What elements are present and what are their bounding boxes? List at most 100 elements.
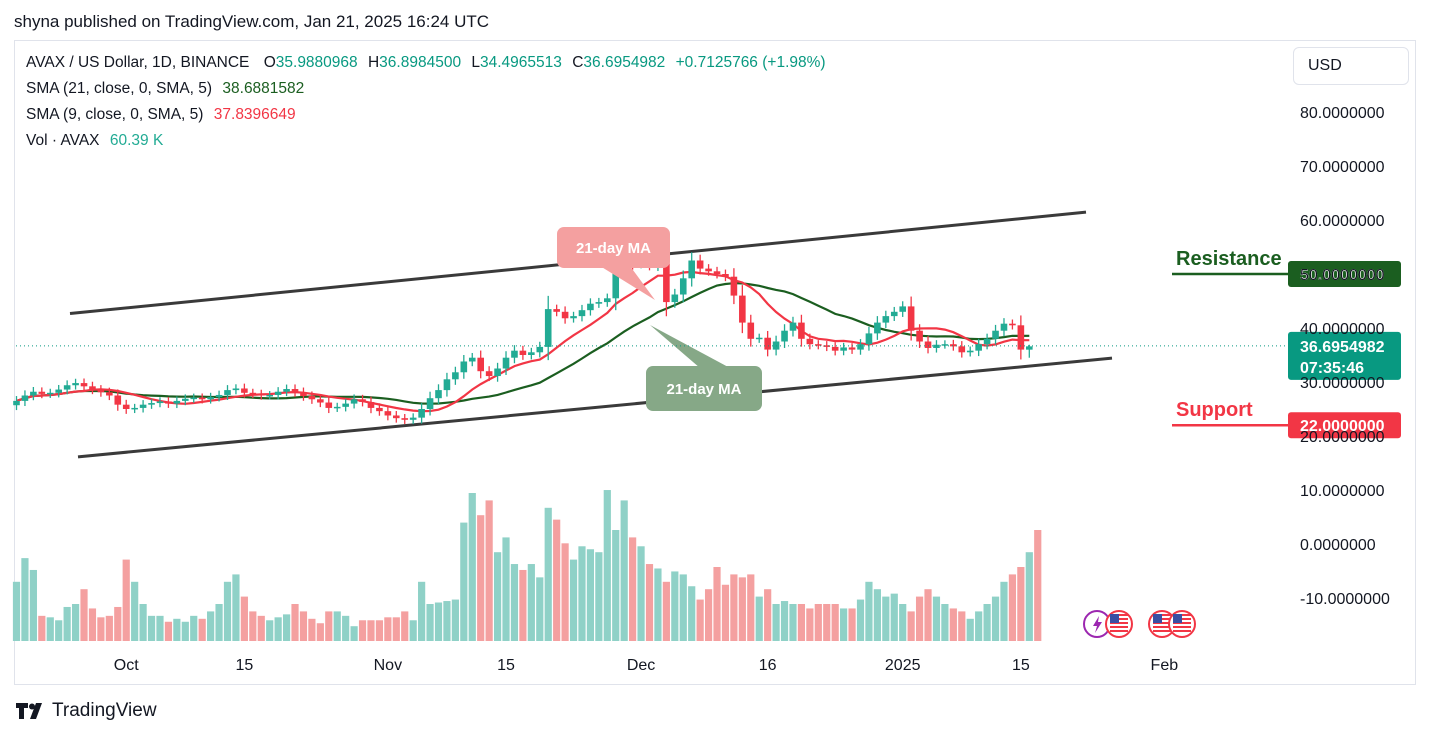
tradingview-logo[interactable]: TradingView (16, 700, 157, 722)
candle-body (848, 347, 856, 350)
volume-bar (63, 606, 71, 641)
volume-bar (764, 589, 772, 641)
candle-body (688, 260, 695, 279)
event-flag-icon[interactable] (1168, 610, 1196, 638)
candle-body (426, 398, 434, 409)
candle-body (384, 411, 392, 416)
volume-bar (426, 604, 434, 641)
volume-bar (266, 620, 274, 641)
candle-body (215, 394, 223, 398)
volume-bar (88, 608, 97, 641)
candle-body (561, 311, 569, 319)
candle-body (359, 399, 366, 402)
candle-body (232, 388, 240, 391)
candle-body (1009, 323, 1016, 326)
candle-body (781, 330, 788, 342)
volume-bar (612, 530, 620, 641)
volume-bar (789, 604, 797, 641)
volume-bar (190, 615, 198, 641)
candle-body (165, 401, 172, 404)
volume-bar (21, 558, 29, 641)
candle-body (38, 391, 46, 394)
volume-bar (806, 608, 814, 641)
candle-body (755, 337, 763, 340)
volume-bar (97, 617, 105, 641)
volume-bar (164, 621, 173, 641)
volume-bar (991, 596, 1000, 641)
event-flag-icon[interactable] (1105, 610, 1133, 638)
candle-body (831, 346, 839, 351)
y-tick-label: 50.0000000 (1300, 267, 1385, 284)
volume-bar (434, 602, 443, 641)
volume-bar (114, 606, 122, 641)
candle-body (460, 361, 468, 373)
currency-button[interactable]: USD (1293, 47, 1409, 85)
candle-body (519, 350, 527, 355)
candle-body (958, 346, 966, 353)
x-tick-label: 15 (497, 657, 515, 674)
candle-body (333, 406, 341, 409)
volume-bar (780, 601, 789, 641)
candle-body (30, 391, 37, 396)
y-tick-label: 0.0000000 (1300, 537, 1376, 554)
candle-body (553, 309, 560, 312)
candle-body (840, 347, 847, 351)
volume-bar (392, 617, 400, 641)
candle-body (173, 400, 181, 404)
volume-bar (274, 617, 282, 641)
candle-body (131, 407, 138, 410)
legend-volume-row[interactable]: Vol · AVAX 60.39 K (26, 132, 163, 150)
candle-body (595, 302, 603, 304)
volume-bar (105, 615, 113, 641)
legend-ohlc-row: AVAX / US Dollar, 1D, BINANCE O35.988096… (26, 54, 826, 72)
volume-bar (882, 596, 890, 641)
volume-bar (477, 515, 485, 641)
volume-bar (713, 567, 721, 641)
channel-lower-line (77, 356, 1113, 459)
candle-body (89, 386, 96, 390)
candle-body (13, 400, 20, 406)
legend-sma9-row[interactable]: SMA (9, close, 0, SMA, 5) 37.8396649 (26, 106, 296, 124)
tradingview-logo-icon (16, 703, 42, 719)
candle-body (899, 306, 906, 312)
legend-sma21-label: SMA (21, close, 0, SMA, 5) (26, 80, 213, 97)
candle-body (283, 389, 290, 392)
candle-body (544, 309, 552, 347)
legend-sma21-row[interactable]: SMA (21, close, 0, SMA, 5) 38.6881582 (26, 80, 304, 98)
candle-body (106, 392, 113, 396)
legend-volume-value: 60.39 K (109, 132, 164, 149)
volume-bar (730, 574, 738, 641)
legend-sma9-label: SMA (9, close, 0, SMA, 5) (26, 106, 204, 123)
candle-body (764, 337, 771, 350)
volume-bar (704, 589, 713, 641)
candle-body (789, 322, 797, 331)
volume-bar (603, 490, 611, 641)
x-tick-label: 2025 (885, 657, 921, 674)
candle-body (300, 392, 307, 397)
volume-bar (848, 608, 856, 641)
candle-body (966, 350, 974, 353)
volume-bar (527, 564, 535, 641)
candle-body (502, 357, 510, 369)
level-tag-resistance (1288, 261, 1401, 287)
candle-body (114, 395, 122, 405)
volume-bar (569, 559, 578, 641)
candle-body (696, 260, 704, 269)
candle-body (679, 278, 687, 295)
candle-body (409, 417, 417, 420)
candle-body (249, 392, 257, 395)
candle-body (536, 346, 544, 353)
candle-body (663, 260, 670, 303)
candle-body (139, 404, 147, 408)
volume-bar (502, 537, 510, 641)
candle-body (950, 344, 957, 347)
candle-body (671, 294, 679, 303)
level-label-support: Support (1176, 399, 1253, 421)
legend-sma21-value: 38.6881582 (222, 80, 305, 97)
candle-body (122, 404, 130, 409)
volume-bar (915, 596, 924, 641)
candle-body (857, 344, 864, 350)
volume-bar (899, 604, 907, 641)
candle-body (367, 401, 375, 408)
